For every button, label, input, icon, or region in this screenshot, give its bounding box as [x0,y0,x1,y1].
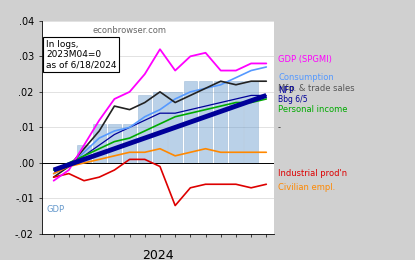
Bar [138,95,151,163]
Text: econbrowser.com: econbrowser.com [93,26,167,35]
Bar [168,92,182,163]
Text: NFP: NFP [278,86,294,95]
Text: Personal income: Personal income [278,105,347,114]
Text: Bbg 6/5: Bbg 6/5 [278,95,308,105]
Bar [77,145,91,163]
Text: In logs,
2023M04=0
as of 6/18/2024: In logs, 2023M04=0 as of 6/18/2024 [46,40,117,70]
Text: Mfg. & trade sales: Mfg. & trade sales [278,84,355,93]
Bar [184,81,197,163]
Bar [199,81,212,163]
Bar [229,81,243,163]
Bar [108,124,121,163]
Text: GDP (SPGMI): GDP (SPGMI) [278,55,332,64]
Text: Consumption: Consumption [278,73,334,82]
Text: Industrial prod'n: Industrial prod'n [278,169,347,178]
Text: Civilian empl.: Civilian empl. [278,183,335,192]
Text: GDP: GDP [46,205,64,214]
Bar [153,92,167,163]
Bar [93,124,106,163]
Bar [123,124,136,163]
Text: -: - [278,123,281,132]
Bar [214,81,227,163]
Text: 2024: 2024 [142,249,173,260]
Bar [244,81,258,163]
